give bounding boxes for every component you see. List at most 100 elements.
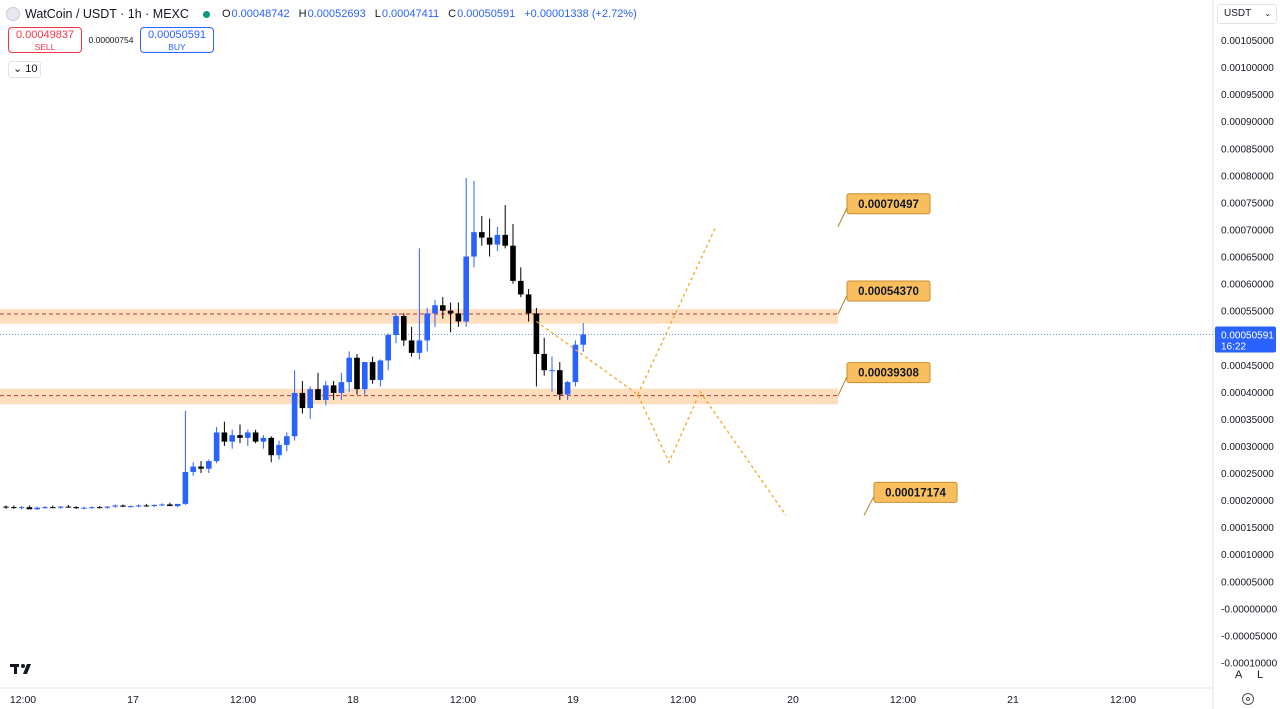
candle-body xyxy=(572,344,579,383)
buy-button[interactable]: 0.00050591 BUY xyxy=(140,27,214,53)
candle-body xyxy=(338,382,345,393)
candle-body xyxy=(447,310,454,314)
y-tick-label: 0.00095000 xyxy=(1221,90,1274,101)
candle-body xyxy=(237,435,243,438)
sell-button[interactable]: 0.00049837 SELL xyxy=(8,27,82,53)
price-callout-label: 0.00070497 xyxy=(858,199,919,211)
currency-select[interactable]: USDT ⌄ xyxy=(1217,4,1277,24)
candle-body xyxy=(549,370,555,372)
candle-body xyxy=(393,316,399,336)
price-callout-label: 0.00017174 xyxy=(885,487,946,499)
gear-icon[interactable] xyxy=(1242,693,1254,705)
y-tick-label: -0.00000000 xyxy=(1221,604,1278,615)
y-tick-label: 0.00015000 xyxy=(1221,523,1274,534)
price-callout-box xyxy=(873,481,958,503)
close-label: C xyxy=(448,8,457,20)
projection-path xyxy=(536,320,787,516)
x-tick-label: 12:00 xyxy=(450,694,476,706)
y-tick-label: 0.00075000 xyxy=(1221,198,1274,209)
candle-body xyxy=(377,360,384,380)
sell-price: 0.00049837 xyxy=(15,29,75,41)
candle-body xyxy=(252,432,259,442)
spread-value: 0.00000754 xyxy=(88,35,134,45)
candle-body xyxy=(50,507,56,509)
candle-body xyxy=(221,432,228,442)
y-tick-label: 0.00105000 xyxy=(1221,36,1274,47)
candle-body xyxy=(385,335,391,361)
candle-body xyxy=(167,504,173,507)
price-callout-label: 0.00039308 xyxy=(858,368,919,380)
log-scale-button[interactable]: L xyxy=(1257,669,1264,681)
candle-body xyxy=(330,385,337,393)
candle-body xyxy=(3,506,9,508)
candle-body xyxy=(206,461,212,469)
y-tick-label: 0.00035000 xyxy=(1221,415,1274,426)
y-tick-label: 0.00085000 xyxy=(1221,144,1274,155)
candle-body xyxy=(34,507,40,510)
countdown-value: 16:22 xyxy=(1221,342,1246,353)
candle-body xyxy=(533,313,540,354)
x-tick-label: 21 xyxy=(1007,694,1019,706)
x-tick-label: 12:00 xyxy=(230,694,256,706)
candle-body xyxy=(440,305,446,311)
y-tick-label: 0.00040000 xyxy=(1221,388,1274,399)
candle-body xyxy=(580,334,586,345)
symbol-header: WatCoin / USDT · 1h · MEXC O0.00048742 H… xyxy=(6,5,637,23)
change-value: +0.00001338 (+2.72%) xyxy=(524,8,637,20)
candle-body xyxy=(369,362,376,380)
x-tick-label: 12:00 xyxy=(1110,694,1136,706)
candle-body xyxy=(486,237,493,245)
candle-body xyxy=(541,353,547,371)
x-tick-label: 12:00 xyxy=(670,694,696,706)
low-value: 0.00047411 xyxy=(381,8,440,20)
y-tick-label: 0.00080000 xyxy=(1221,171,1274,182)
candle-body xyxy=(424,313,430,341)
trade-panel: 0.00049837 SELL 0.00000754 0.00050591 BU… xyxy=(8,27,214,53)
candle-body xyxy=(104,506,111,508)
candle-body xyxy=(416,340,423,353)
x-tick-label: 18 xyxy=(347,694,359,706)
candle-body xyxy=(307,389,313,409)
candle-body xyxy=(65,506,72,508)
price-callout-label: 0.00054370 xyxy=(858,286,919,298)
y-tick-label: -0.00005000 xyxy=(1221,631,1278,642)
y-tick-label: -0.00010000 xyxy=(1221,659,1278,670)
market-status-icon[interactable] xyxy=(202,10,210,18)
y-tick-label: 0.00025000 xyxy=(1221,469,1274,480)
candle-body xyxy=(174,503,181,507)
candle-body xyxy=(81,507,87,509)
tradingview-logo-icon[interactable] xyxy=(10,662,38,676)
candle-body xyxy=(268,437,274,456)
y-tick-label: 0.00055000 xyxy=(1221,307,1274,318)
y-tick-label: 0.00020000 xyxy=(1221,496,1274,507)
support-zone xyxy=(0,388,838,405)
x-tick-label: 20 xyxy=(787,694,799,706)
candle-body xyxy=(408,340,415,353)
candle-body xyxy=(346,357,352,383)
symbol-title[interactable]: WatCoin / USDT · 1h · MEXC xyxy=(25,7,189,21)
candle-body xyxy=(26,507,33,510)
candle-body xyxy=(128,506,134,508)
candle-body xyxy=(143,505,150,507)
chevron-down-icon: ⌄ xyxy=(1264,9,1271,18)
candle-body xyxy=(198,466,204,469)
price-callout-box xyxy=(846,193,931,215)
currency-value: USDT xyxy=(1224,8,1252,19)
sell-label: SELL xyxy=(34,42,56,52)
candle-body xyxy=(151,504,157,507)
buy-price: 0.00050591 xyxy=(147,29,207,41)
candle-body xyxy=(190,466,196,472)
quantity-value: 10 xyxy=(25,63,38,75)
candle-body xyxy=(260,437,267,442)
candle-body xyxy=(401,316,407,341)
price-callout-box xyxy=(846,280,931,302)
current-price-value: 0.00050591 xyxy=(1221,331,1274,342)
candle-body xyxy=(354,357,360,390)
candle-body xyxy=(73,507,79,509)
candle-body xyxy=(557,370,563,395)
quantity-toggle[interactable]: ⌄ 10 xyxy=(8,61,41,78)
auto-scale-button[interactable]: A xyxy=(1235,669,1243,681)
candle-body xyxy=(57,506,64,508)
close-value: 0.00050591 xyxy=(457,8,516,20)
